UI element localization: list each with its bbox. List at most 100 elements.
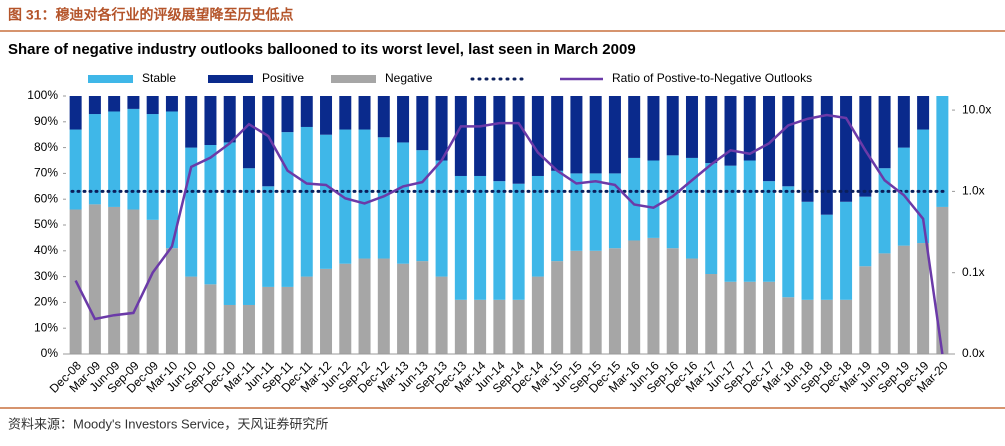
bar-segment [358, 96, 371, 130]
bar-segment [454, 299, 467, 354]
bar-segment [88, 204, 101, 354]
y-tick-label: 20% [34, 295, 58, 309]
bar-segment [454, 96, 467, 176]
bar-segment [397, 96, 410, 143]
bar-segment [416, 96, 429, 151]
bar-segment [493, 299, 506, 354]
bar-segment [435, 96, 448, 161]
bar-segment [165, 248, 178, 354]
figure-header: 图 31：穆迪对各行业的评级展望降至历史低点 [8, 7, 293, 23]
legend-label: Stable [142, 71, 176, 85]
bar-segment [339, 129, 352, 264]
bar-segment [397, 263, 410, 354]
bar-segment [300, 126, 313, 277]
bar-segment [416, 261, 429, 354]
bar-segment [242, 304, 255, 354]
bar-segment [685, 157, 698, 259]
bar-segment [724, 281, 737, 354]
bar-segment [628, 157, 641, 241]
bar-segment [705, 96, 718, 164]
bar-segment [685, 258, 698, 354]
y-tick-label: 60% [34, 191, 58, 205]
bar-segment [551, 96, 564, 171]
y-tick-label: 80% [34, 140, 58, 154]
bar-segment [551, 261, 564, 354]
bar-segment [358, 258, 371, 354]
bar-segment [204, 284, 217, 354]
bar-segment [127, 108, 140, 210]
bar-segment [204, 96, 217, 146]
y2-tick-label: 0.1x [962, 265, 985, 279]
bar-segment [589, 96, 602, 174]
bar-segment [570, 173, 583, 251]
bar-segment [878, 96, 891, 169]
bar-segment [377, 96, 390, 138]
bar-segment [763, 96, 776, 182]
bar-segment [531, 96, 544, 176]
bar-segment [608, 248, 621, 354]
bar-segment [320, 268, 333, 354]
bar-segment [69, 96, 82, 130]
bar-segment [724, 96, 737, 166]
bar-segment [146, 219, 159, 354]
bar-segment [300, 276, 313, 354]
bar-segment [242, 168, 255, 305]
ratio-line [74, 113, 944, 355]
bar-segment [377, 137, 390, 259]
legend-swatch [88, 75, 133, 83]
bar-segment [127, 209, 140, 354]
bar-segment [859, 266, 872, 354]
legend-label: Negative [385, 71, 433, 85]
legend-label: Ratio of Postive-to-Negative Outlooks [612, 71, 812, 85]
bar-segment [570, 96, 583, 174]
y-tick-label: 70% [34, 166, 58, 180]
bar-segment [531, 276, 544, 354]
y-tick-label: 40% [34, 243, 58, 257]
bar-segment [88, 114, 101, 205]
bar-segment [416, 150, 429, 262]
bar-segment [377, 258, 390, 354]
bar-segment [339, 263, 352, 354]
bar-segment [705, 163, 718, 275]
bar-segment [917, 243, 930, 354]
bar-segment [512, 183, 525, 300]
bar-segment [281, 286, 294, 354]
bar-segment [493, 181, 506, 300]
bar-segment [88, 96, 101, 115]
bar-segment [512, 299, 525, 354]
bar-segment [666, 155, 679, 249]
bar-segment [801, 201, 814, 300]
bar-segment [146, 114, 159, 220]
bar-segment [820, 299, 833, 354]
bar-segment [146, 96, 159, 115]
bar-segment [262, 286, 275, 354]
bar-segment [878, 168, 891, 254]
bar-segment [743, 96, 756, 161]
legend-swatch [208, 75, 253, 83]
bar-segment [108, 206, 121, 354]
bar-segment [666, 96, 679, 156]
bar-segment [108, 96, 121, 112]
bar-segment [782, 186, 795, 298]
bar-segment [589, 250, 602, 354]
bar-segment [608, 96, 621, 174]
bar-segment [165, 111, 178, 249]
y-tick-label: 50% [34, 217, 58, 231]
bar-segment [242, 96, 255, 169]
legend-swatch [331, 75, 376, 83]
bar-segment [223, 142, 236, 305]
bar-segment [454, 175, 467, 300]
bar-segment [185, 276, 198, 354]
bar-segment [840, 201, 853, 300]
bar-segment [936, 206, 949, 354]
bar-segment [820, 214, 833, 300]
bar-segment [474, 175, 487, 300]
bar-segment [782, 297, 795, 354]
legend-label: Positive [262, 71, 304, 85]
bar-segment [763, 181, 776, 282]
bar-segment [801, 96, 814, 202]
bar-segment [897, 245, 910, 354]
bar-segment [108, 111, 121, 207]
bar-segment [435, 160, 448, 277]
y-tick-label: 10% [34, 320, 58, 334]
